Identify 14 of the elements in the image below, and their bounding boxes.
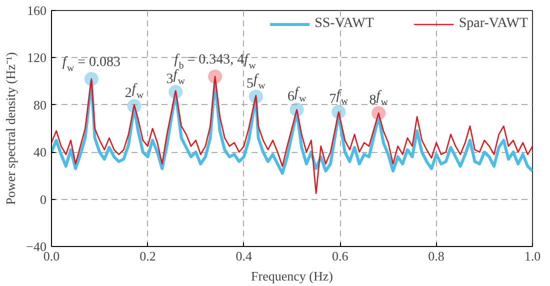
- x-tick-label: 0.8: [428, 248, 444, 264]
- y-tick-label: 40: [34, 144, 46, 160]
- x-axis-title: Frequency (Hz): [251, 268, 333, 284]
- y-tick-label: 120: [27, 50, 46, 66]
- legend-label: Spar-VAWT: [458, 16, 528, 32]
- y-axis-title: Power spectral density (Hz⁻¹): [3, 52, 18, 205]
- x-tick-label: 1.0: [524, 248, 541, 264]
- y-tick-label: 80: [34, 97, 46, 112]
- x-tick-label: 0.6: [332, 248, 349, 264]
- x-tick-label: 0.2: [140, 248, 156, 264]
- x-tick-label: 0.4: [236, 248, 253, 264]
- y-tick-label: 0: [40, 192, 46, 207]
- legend-label: SS-VAWT: [314, 16, 374, 32]
- y-tick-label: 160: [27, 3, 46, 18]
